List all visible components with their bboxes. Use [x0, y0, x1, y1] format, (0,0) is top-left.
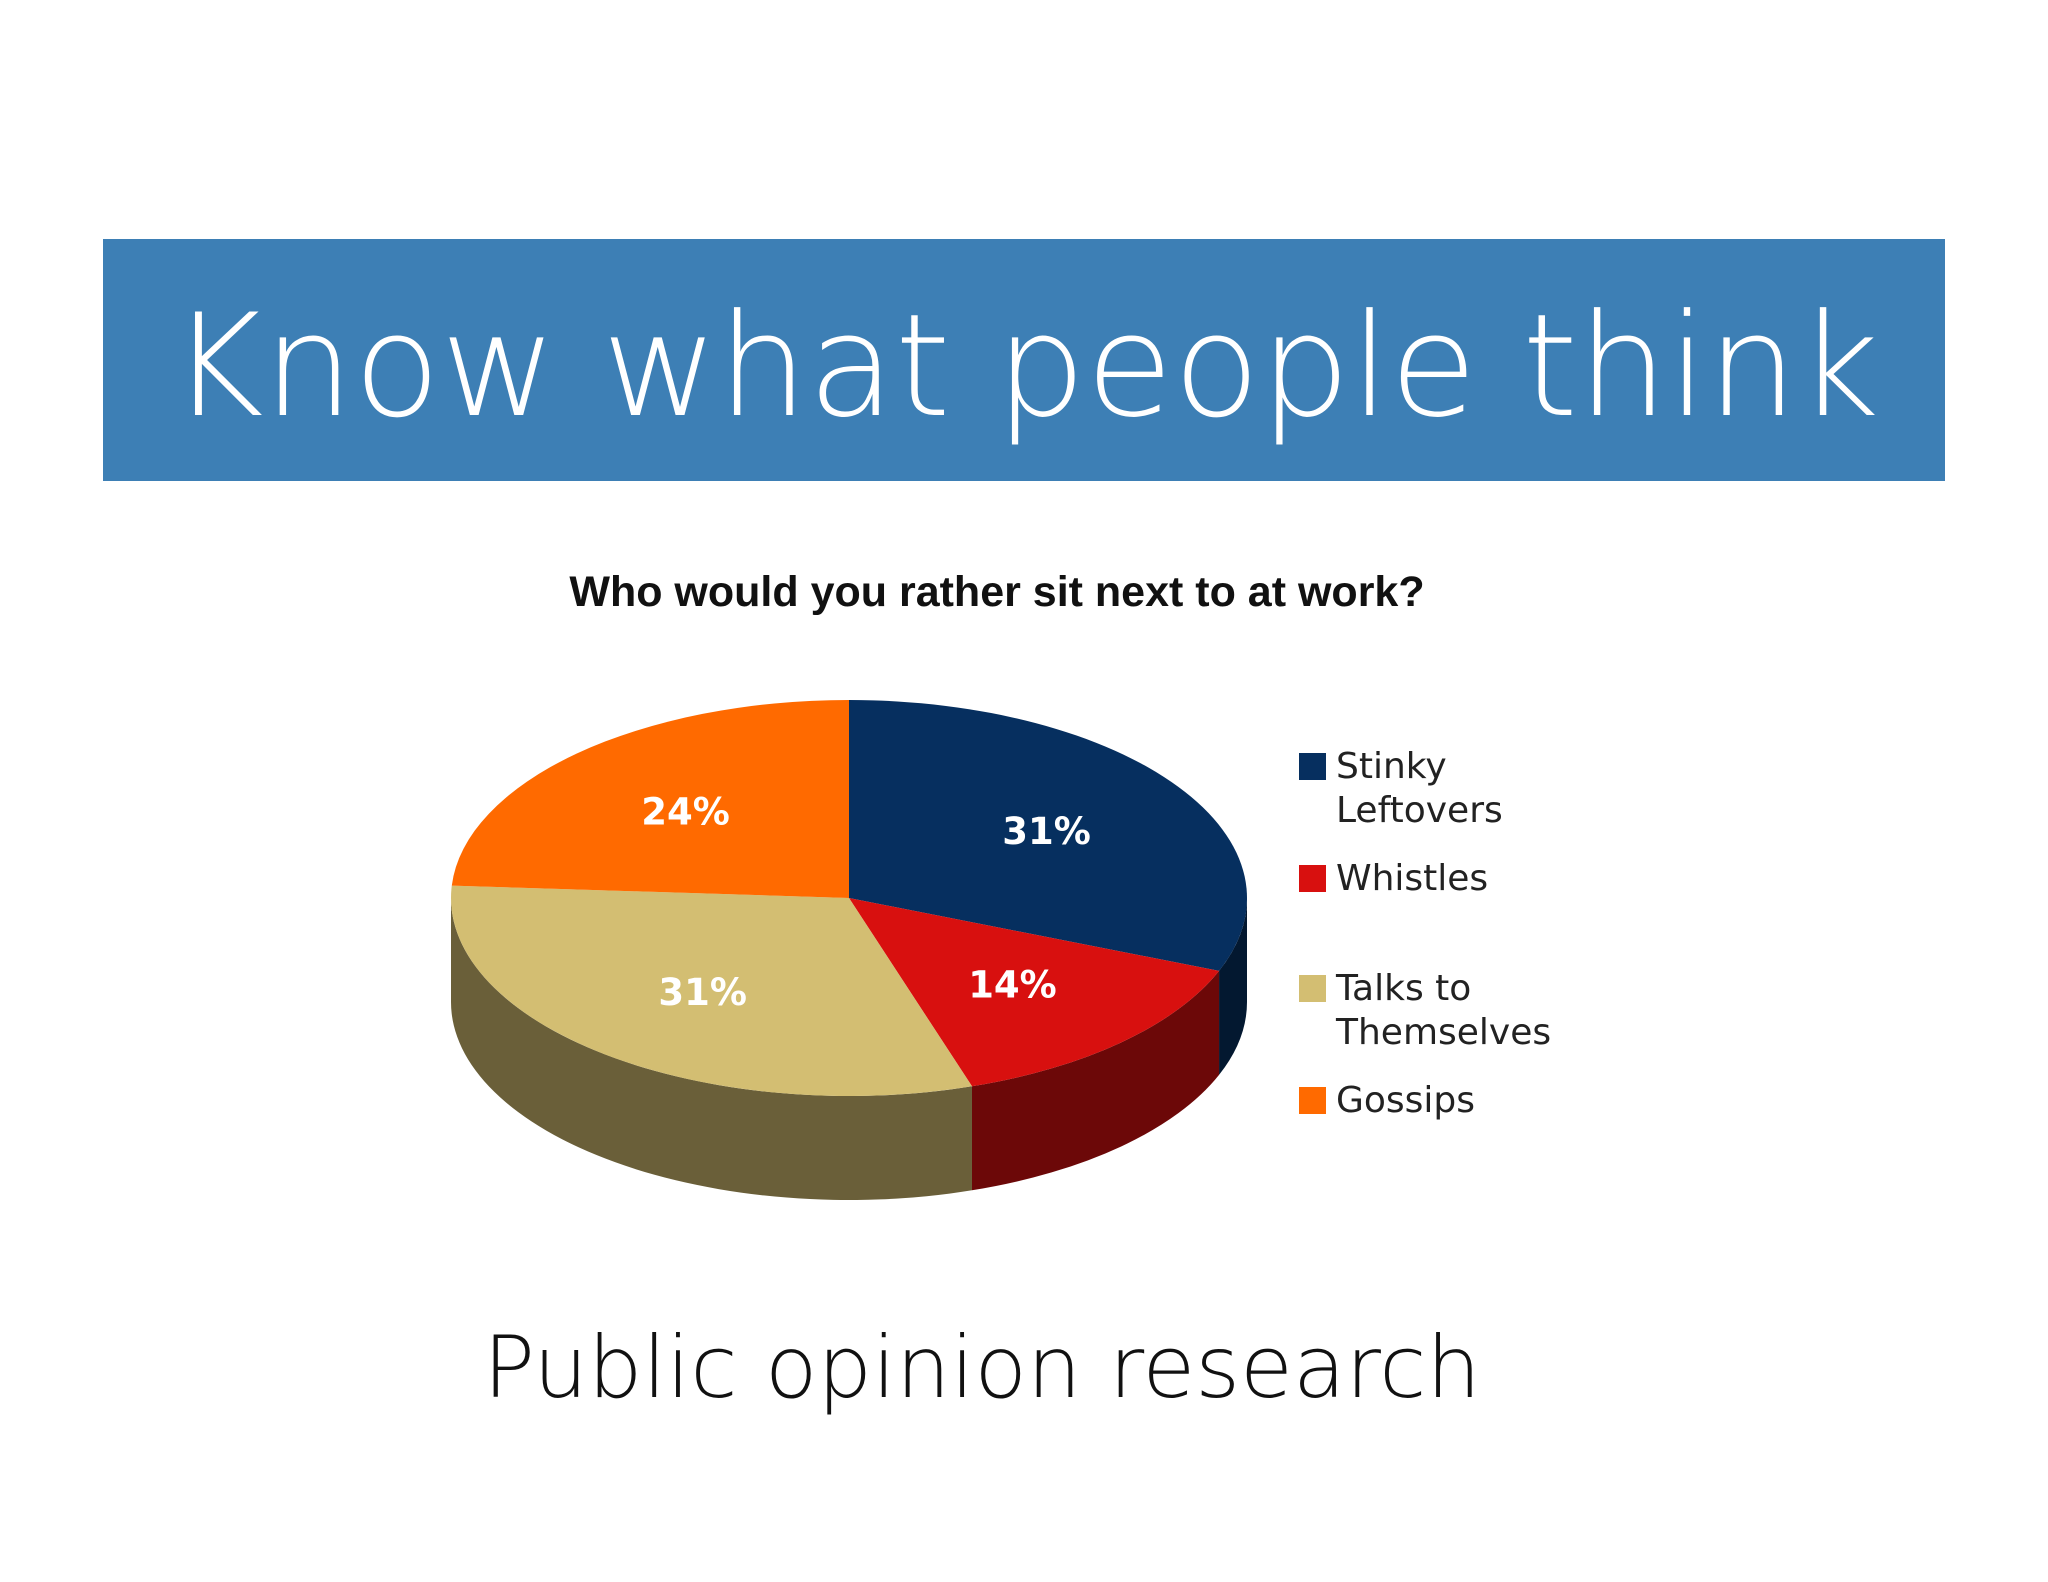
- slide-title: Know what people think: [170, 284, 1879, 449]
- pie-slice-side: [1219, 898, 1247, 1075]
- legend-item: Talks to Themselves: [1299, 967, 1551, 1055]
- legend-swatch: [1299, 865, 1326, 892]
- title-banner: [103, 239, 1945, 481]
- caption: Public opinion research: [483, 1318, 1481, 1418]
- legend-label: Talks to Themselves: [1336, 968, 1552, 1053]
- legend-item: Gossips: [1299, 1079, 1475, 1123]
- data-label: 24%: [641, 790, 730, 833]
- pie-slice: [849, 700, 1247, 971]
- legend-item: Whistles: [1299, 857, 1488, 901]
- pie-slice: [849, 898, 1220, 1087]
- legend-label: Stinky Leftovers: [1336, 746, 1503, 831]
- legend-swatch: [1299, 753, 1326, 780]
- chart-title: Who would you rather sit next to at work…: [569, 568, 1424, 616]
- legend-item: Stinky Leftovers: [1299, 745, 1503, 833]
- pie-slice: [451, 700, 849, 898]
- pie: 31% 14% 31% 24%: [451, 700, 1247, 1200]
- data-label: 31%: [658, 971, 747, 1014]
- pie-slice-side: [451, 898, 972, 1200]
- pie-slice-side: [971, 970, 1220, 1191]
- legend-label: Gossips: [1336, 1080, 1476, 1121]
- pie-slice: [451, 885, 972, 1096]
- legend-swatch: [1299, 975, 1326, 1002]
- data-label: 31%: [1002, 810, 1091, 853]
- legend-label: Whistles: [1336, 858, 1489, 899]
- data-label: 14%: [968, 964, 1057, 1007]
- legend-swatch: [1299, 1087, 1326, 1114]
